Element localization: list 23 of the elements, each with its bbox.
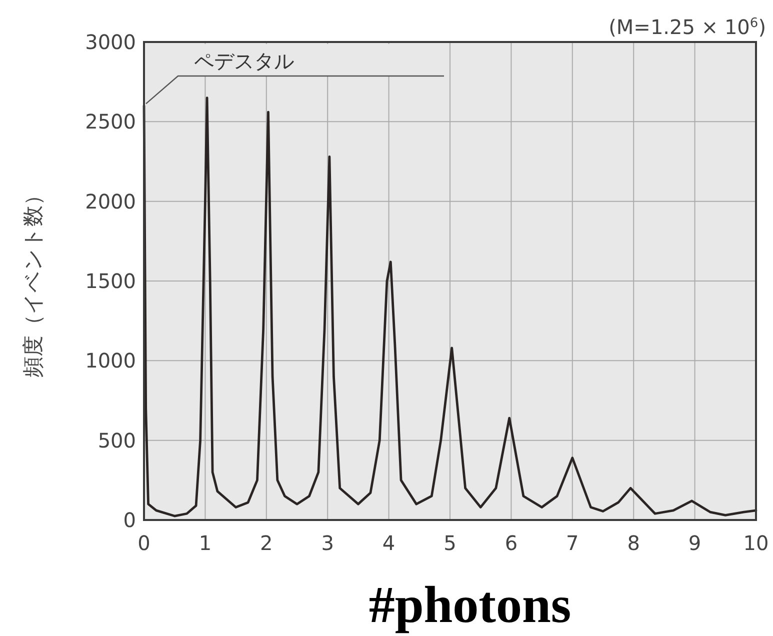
- x-tick-label: 2: [260, 531, 273, 555]
- y-tick-label: 1000: [85, 348, 136, 373]
- x-tick-label: 3: [321, 531, 334, 555]
- x-tick-label: 10: [743, 531, 769, 555]
- text: (M=1.25 × 10$^{6}$): [608, 15, 766, 39]
- y-axis-title: 頻度（イベント数）: [21, 184, 45, 378]
- y-tick-label: 3000: [85, 30, 136, 54]
- x-tick-label: 1: [198, 531, 212, 555]
- y-tick-label: 2000: [85, 189, 136, 214]
- x-tick-label: 0: [138, 531, 150, 555]
- y-tick-label: 1500: [85, 269, 136, 293]
- x-axis-title: #photons: [368, 577, 572, 634]
- y-tick-label: 500: [98, 428, 136, 452]
- x-tick-label: 8: [627, 531, 640, 555]
- y-tick-label: 2500: [85, 110, 136, 134]
- x-tick-label: 5: [444, 531, 456, 555]
- y-tick-label: 0: [123, 508, 136, 532]
- line-series: [142, 96, 758, 518]
- x-tick-label: 4: [382, 531, 396, 555]
- annotation: ペデスタル: [194, 49, 294, 73]
- x-tick-label: 9: [688, 531, 702, 555]
- x-tick-label: 6: [504, 531, 518, 555]
- x-tick-label: 7: [566, 531, 579, 555]
